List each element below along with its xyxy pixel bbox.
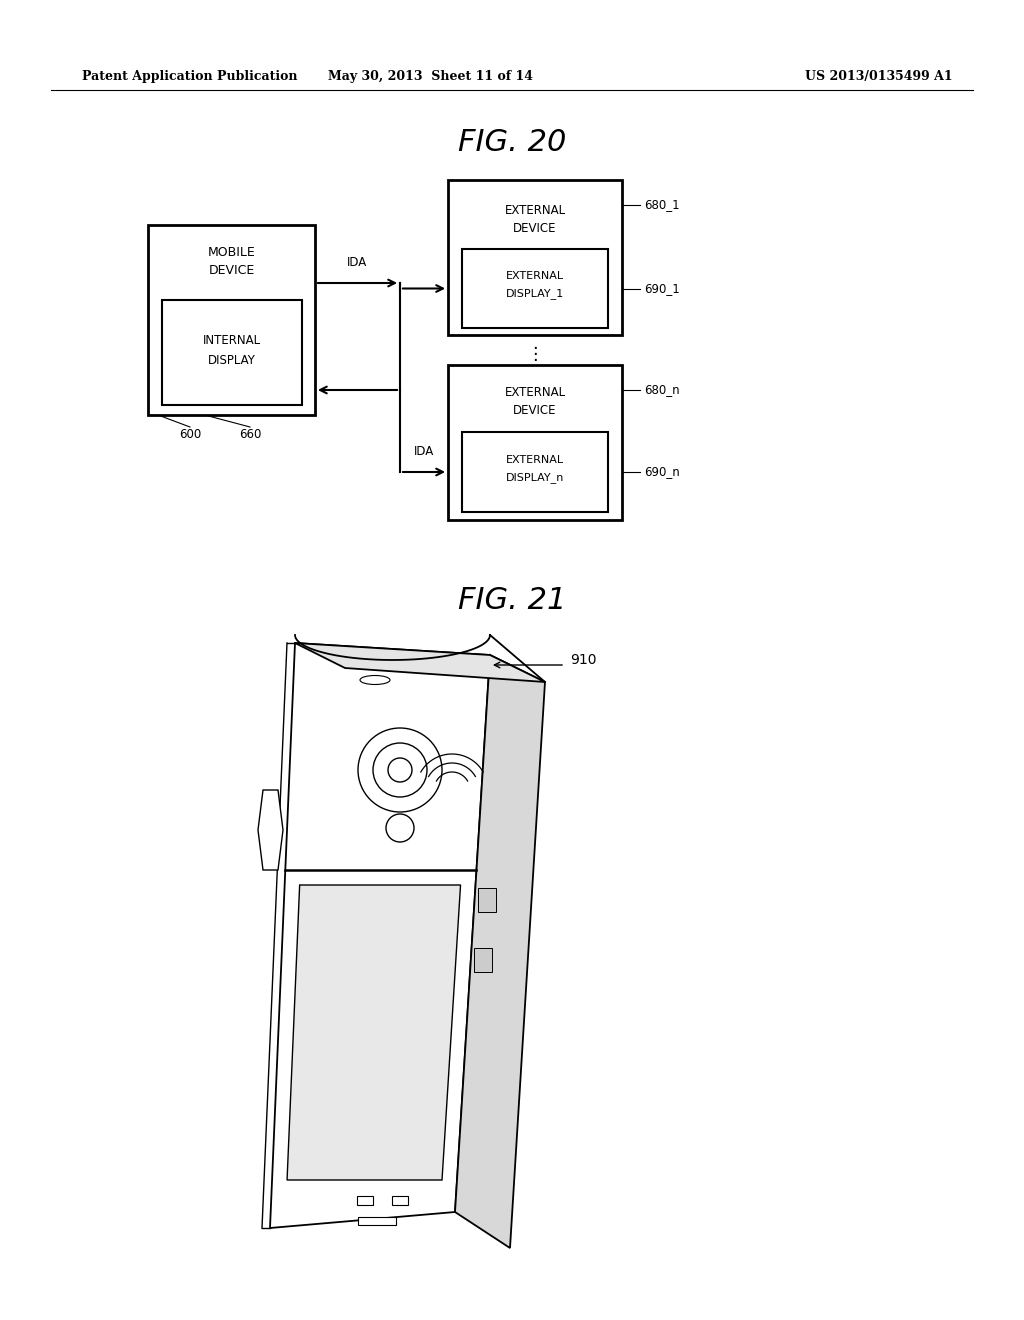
Text: May 30, 2013  Sheet 11 of 14: May 30, 2013 Sheet 11 of 14 — [328, 70, 532, 83]
Text: EXTERNAL: EXTERNAL — [505, 387, 565, 400]
Bar — [358, 1217, 396, 1225]
Text: US 2013/0135499 A1: US 2013/0135499 A1 — [805, 70, 952, 83]
Polygon shape — [287, 884, 461, 1180]
Text: IDA: IDA — [414, 445, 434, 458]
Text: 690_1: 690_1 — [644, 282, 680, 294]
Text: 600: 600 — [179, 429, 201, 441]
Bar — [148, 224, 315, 414]
Text: 910: 910 — [570, 653, 597, 667]
Bar — [162, 300, 302, 405]
Polygon shape — [258, 789, 283, 870]
Text: .: . — [532, 335, 538, 352]
Polygon shape — [270, 643, 490, 1228]
Bar — [474, 948, 492, 972]
Text: 660: 660 — [239, 429, 261, 441]
Text: DEVICE: DEVICE — [513, 222, 557, 235]
Bar — [392, 1196, 408, 1205]
Text: DISPLAY_1: DISPLAY_1 — [506, 289, 564, 300]
Text: INTERNAL: INTERNAL — [203, 334, 261, 346]
Text: DISPLAY_n: DISPLAY_n — [506, 473, 564, 483]
Text: IDA: IDA — [347, 256, 368, 269]
Bar — [477, 888, 496, 912]
Bar — [357, 1196, 373, 1205]
Text: EXTERNAL: EXTERNAL — [506, 271, 564, 281]
Text: DEVICE: DEVICE — [208, 264, 255, 276]
Text: 690_n: 690_n — [644, 466, 680, 479]
Text: FIG. 21: FIG. 21 — [458, 586, 566, 615]
Text: 680_n: 680_n — [644, 384, 680, 396]
Text: FIG. 20: FIG. 20 — [458, 128, 566, 157]
Bar — [449, 180, 622, 335]
Text: .: . — [532, 341, 538, 359]
Text: EXTERNAL: EXTERNAL — [506, 455, 564, 465]
Text: EXTERNAL: EXTERNAL — [505, 203, 565, 216]
Text: MOBILE: MOBILE — [208, 247, 255, 260]
Bar — [462, 432, 608, 512]
Polygon shape — [455, 655, 545, 1247]
Text: Patent Application Publication: Patent Application Publication — [82, 70, 297, 83]
Text: 680_1: 680_1 — [644, 198, 680, 211]
Polygon shape — [295, 643, 545, 682]
Text: .: . — [532, 347, 538, 366]
Text: DEVICE: DEVICE — [513, 404, 557, 417]
Bar — [462, 249, 608, 327]
Bar — [449, 366, 622, 520]
Text: DISPLAY: DISPLAY — [208, 354, 256, 367]
Ellipse shape — [360, 676, 390, 685]
